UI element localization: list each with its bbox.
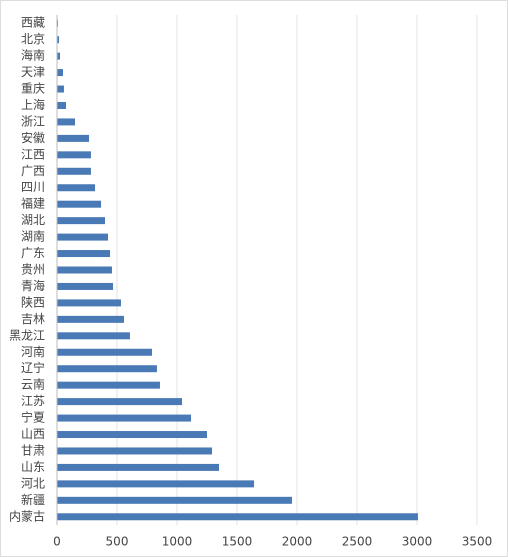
- y-tick-label: 西藏: [21, 16, 45, 30]
- bar: [57, 118, 75, 126]
- y-tick-label: 贵州: [21, 263, 45, 277]
- y-tick-label: 河南: [21, 344, 45, 359]
- x-tick-label: 3000: [402, 535, 433, 549]
- bar: [57, 480, 255, 488]
- y-tick-label: 四川: [21, 180, 45, 194]
- bar: [57, 233, 108, 241]
- bar: [57, 381, 160, 389]
- y-tick-label: 浙江: [21, 114, 45, 128]
- x-tick-label: 1000: [162, 535, 193, 549]
- bar: [57, 332, 130, 340]
- x-tick-label: 2000: [282, 535, 313, 549]
- bar: [57, 513, 418, 521]
- y-tick-label: 甘肃: [21, 443, 45, 457]
- y-tick-label: 广东: [21, 246, 45, 260]
- y-tick-label: 广西: [21, 164, 45, 178]
- y-tick-label: 江苏: [21, 394, 45, 408]
- x-tick-label: 0: [53, 535, 61, 549]
- y-tick-label: 福建: [21, 196, 45, 211]
- y-tick-label: 黑龙江: [9, 328, 45, 342]
- y-tick-label: 湖北: [21, 212, 45, 227]
- x-tick-label: 2500: [342, 535, 373, 549]
- y-tick-label: 青海: [21, 278, 45, 293]
- bar: [57, 315, 124, 323]
- y-tick-label: 辽宁: [21, 360, 45, 375]
- y-tick-label: 安徽: [21, 130, 45, 145]
- bar: [57, 52, 60, 60]
- x-tick-label: 500: [106, 535, 129, 549]
- bar: [57, 414, 192, 422]
- bar: [57, 431, 207, 439]
- y-tick-label: 上海: [21, 97, 45, 112]
- y-tick-label: 河北: [21, 476, 45, 490]
- y-tick-label: 湖南: [21, 229, 45, 244]
- y-tick-label: 江西: [21, 147, 45, 161]
- y-tick-label: 重庆: [21, 82, 45, 96]
- bar: [57, 348, 153, 356]
- bar: [57, 447, 213, 455]
- y-tick-label: 北京: [21, 32, 45, 46]
- bar: [57, 101, 66, 109]
- bar: [57, 266, 112, 274]
- bar: [57, 496, 292, 504]
- y-tick-label: 山东: [21, 460, 45, 474]
- bar: [57, 36, 60, 44]
- bar: [57, 151, 91, 159]
- bar: [57, 217, 105, 225]
- bar: [57, 134, 90, 142]
- bar: [57, 365, 157, 373]
- bar: [57, 398, 183, 406]
- y-tick-label: 吉林: [21, 312, 45, 326]
- y-tick-label: 云南: [21, 377, 45, 392]
- bar: [57, 69, 63, 77]
- y-tick-label: 内蒙古: [9, 508, 45, 523]
- bar: [57, 167, 91, 175]
- y-tick-label: 山西: [21, 427, 45, 441]
- y-tick-label: 海南: [21, 48, 45, 63]
- y-tick-label: 天津: [21, 65, 45, 79]
- bar: [57, 184, 96, 192]
- bar: [57, 282, 114, 290]
- x-tick-label: 1500: [222, 535, 253, 549]
- bar: [57, 463, 219, 471]
- bar: [57, 250, 111, 258]
- y-tick-label: 宁夏: [21, 410, 45, 425]
- y-tick-label: 陕西: [21, 294, 45, 309]
- bar: [57, 200, 102, 208]
- bar: [57, 299, 121, 307]
- bar: [57, 85, 64, 93]
- y-tick-label: 新疆: [21, 492, 45, 507]
- x-tick-label: 3500: [462, 535, 493, 549]
